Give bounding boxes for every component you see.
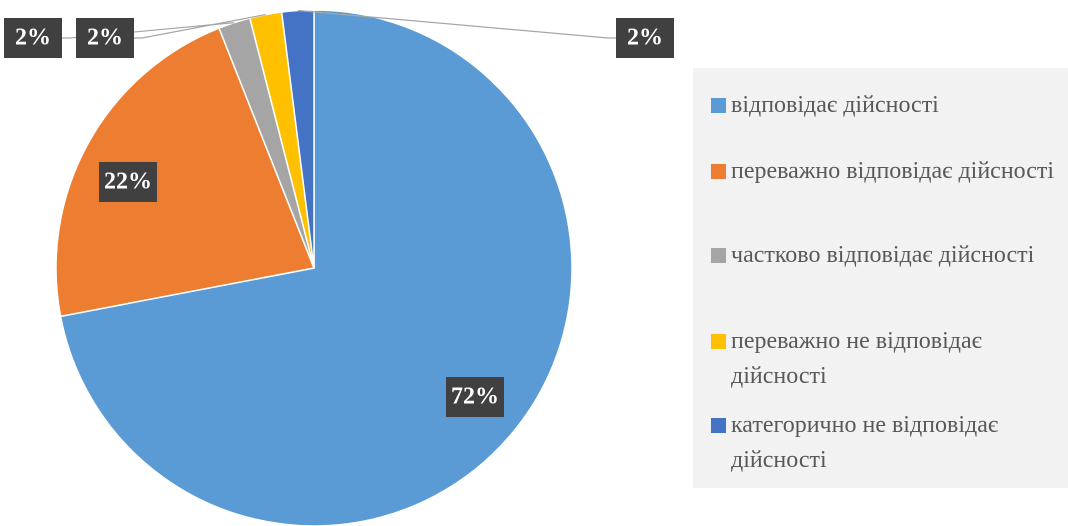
legend-label: категорично не відповідає дійсності	[731, 412, 999, 473]
leader-line	[62, 22, 235, 39]
legend: відповідає дійсності переважно відповідає…	[693, 68, 1068, 488]
legend-swatch	[711, 248, 726, 263]
label-box	[4, 18, 62, 58]
data-label: 72%	[451, 384, 499, 410]
legend-label: переважно відповідає дійсності	[731, 158, 1055, 184]
data-label: 22%	[104, 169, 152, 195]
label-box	[76, 18, 134, 58]
label-box	[99, 162, 157, 202]
leader-line	[297, 9, 616, 39]
legend-label: переважно не відповідає дійсності	[731, 328, 982, 389]
legend-swatch	[711, 164, 726, 179]
legend-item: переважно не відповідає дійсності	[711, 324, 1068, 394]
pie-slice	[55, 27, 316, 318]
label-box	[446, 377, 504, 417]
legend-swatch	[711, 418, 726, 433]
leader-line	[134, 13, 266, 39]
data-label: 2%	[87, 25, 123, 51]
pie-slice	[280, 9, 315, 269]
legend-item: відповідає дійсності	[711, 88, 1068, 123]
legend-swatch	[711, 98, 726, 113]
pie-slice	[59, 9, 573, 526]
legend-swatch	[711, 334, 726, 349]
legend-label: частково відповідає дійсності	[731, 242, 1035, 268]
legend-item: категорично не відповідає дійсності	[711, 408, 1068, 478]
data-label: 2%	[15, 25, 51, 51]
label-box	[616, 18, 674, 58]
data-label: 2%	[627, 25, 663, 51]
legend-label: відповідає дійсності	[731, 92, 939, 118]
legend-item: переважно відповідає дійсності	[711, 154, 1068, 189]
legend-item: частково відповідає дійсності	[711, 238, 1068, 273]
